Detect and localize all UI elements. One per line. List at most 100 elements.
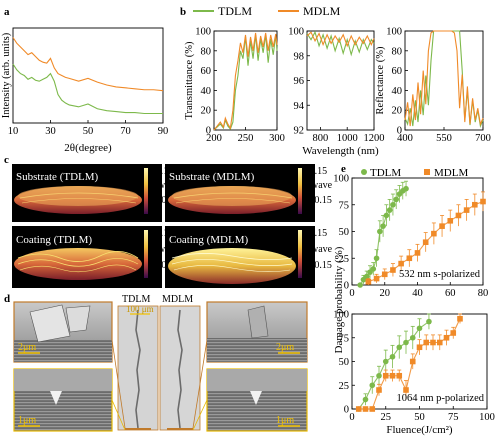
series-line-mdlm xyxy=(213,32,278,131)
data-point-tdlm xyxy=(373,255,380,262)
series-line-mdlm xyxy=(306,31,375,48)
y-tick-label: 75 xyxy=(339,200,350,211)
x-tick-label: 50 xyxy=(83,126,94,137)
x-tick-label: 90 xyxy=(158,126,169,137)
scale-label: 1μm xyxy=(18,415,36,426)
data-point-mdlm xyxy=(382,372,389,379)
data-point-tdlm xyxy=(390,201,396,208)
data-point-mdlm xyxy=(381,271,388,278)
colorbar xyxy=(144,230,148,278)
x-tick-label: 25 xyxy=(381,412,392,423)
chart-damage-1064: 0 25 50 75 100 0 25 50 75 100 Fluence(J/cm²) 1064 n… xyxy=(333,310,495,437)
y-tick-label: 40 xyxy=(392,86,403,97)
surface-tile-substrate-mdlm: Substrate (MDLM) xyxy=(165,164,315,222)
data-point-mdlm xyxy=(457,315,463,322)
x-tick-label: 10 xyxy=(8,126,19,137)
series-line-mdlm xyxy=(404,30,484,127)
data-point-tdlm xyxy=(369,382,376,389)
y-tick-label: 100 xyxy=(333,310,349,321)
chart-damage-532: 0 20 40 60 80 0 25 50 75 100 532 nm s-polarized TDL… xyxy=(333,167,488,299)
y-tick-label: 0 xyxy=(206,126,211,137)
top-legend: TDLM MDLM xyxy=(193,4,341,18)
data-point-mdlm xyxy=(439,223,445,229)
data-point-mdlm xyxy=(416,344,423,351)
data-point-tdlm xyxy=(416,325,423,332)
y-tick-label: 100 xyxy=(333,174,349,185)
data-point-mdlm xyxy=(396,372,403,379)
data-point-mdlm xyxy=(455,212,462,219)
data-point-mdlm xyxy=(443,334,450,341)
data-point-tdlm xyxy=(409,334,416,341)
panel-letter-b: b xyxy=(180,6,186,18)
data-point-tdlm xyxy=(389,353,396,360)
colorbar xyxy=(144,168,148,214)
x-tick-label: 700 xyxy=(475,133,491,144)
legend-marker-tdlm xyxy=(361,169,367,175)
center-label-mdlm: MDLM xyxy=(162,294,193,305)
series-line-tdlm xyxy=(12,63,163,115)
scale-label: 2μm xyxy=(276,342,294,353)
data-point-mdlm xyxy=(376,387,382,393)
x-tick-label: 0 xyxy=(349,412,354,423)
y-tick-label: 98 xyxy=(294,51,305,62)
plot-frame xyxy=(12,27,164,124)
data-point-mdlm xyxy=(450,330,457,336)
data-point-tdlm xyxy=(382,358,389,365)
surface-tile-substrate-tdlm: Substrate (TDLM) xyxy=(12,164,162,222)
colorbar-top-label: +0.15 xyxy=(304,228,327,239)
legend-label-tdlm: TDLM xyxy=(218,4,252,18)
x-tick-label: 70 xyxy=(120,126,131,137)
sem-mdlm-lower: 1μm xyxy=(206,368,308,432)
surface-tile-coating-mdlm: Coating (MDLM) xyxy=(165,226,315,288)
scale-label: 1μm xyxy=(276,415,294,426)
x-axis-label: 2θ(degree) xyxy=(64,142,112,154)
x-tick-label: 800 xyxy=(313,133,329,144)
data-point-tdlm xyxy=(362,396,369,403)
sem-tdlm-lower: 1μm xyxy=(13,368,113,432)
data-point-mdlm xyxy=(406,255,413,262)
panel-d-sem-images: 2μm 1μm TDLM MDLM 100 μm xyxy=(13,294,308,432)
data-point-mdlm xyxy=(403,387,409,393)
x-tick-label: 0 xyxy=(349,288,354,299)
y-tick-label: 0 xyxy=(397,126,402,137)
x-tick-label: 60 xyxy=(445,288,456,299)
data-point-tdlm xyxy=(386,207,393,213)
colorbar-bottom-label: -0.15 xyxy=(311,260,332,271)
scale-label: 2μm xyxy=(18,342,36,353)
y-tick-label: 0 xyxy=(344,281,349,292)
data-point-mdlm xyxy=(365,278,372,285)
data-point-mdlm xyxy=(369,406,376,412)
data-point-tdlm xyxy=(403,339,409,346)
data-point-mdlm xyxy=(436,339,443,346)
series-line-tdlm xyxy=(213,34,278,131)
x-axis-label: Fluence(J/cm²) xyxy=(386,424,453,436)
series-fit-mdlm xyxy=(358,318,461,410)
data-point-tdlm xyxy=(403,185,409,192)
x-tick-label: 200 xyxy=(206,133,222,144)
chart-annotation: 1064 nm p-polarized xyxy=(397,393,485,404)
data-point-tdlm xyxy=(393,196,400,203)
data-point-mdlm xyxy=(430,339,436,346)
y-tick-label: 50 xyxy=(339,227,350,238)
data-point-mdlm xyxy=(362,406,369,412)
data-point-mdlm xyxy=(463,207,470,213)
panel-letter-a: a xyxy=(4,6,10,18)
data-point-mdlm xyxy=(409,358,416,365)
panel-letter-e: e xyxy=(341,163,346,175)
x-axis-label: Wavelength (nm) xyxy=(302,145,379,157)
tile-label: Coating (TDLM) xyxy=(16,234,92,246)
surface-tile-coating-tdlm: Coating (TDLM) xyxy=(12,226,162,288)
data-point-tdlm xyxy=(426,318,432,325)
panel-c-surface-maps: Substrate (TDLM) +0.15 wave -0.15 Substr… xyxy=(12,164,333,288)
y-tick-label: 50 xyxy=(339,357,350,368)
legend-marker-mdlm xyxy=(424,169,430,175)
data-point-mdlm xyxy=(422,239,429,245)
y-tick-label: 0 xyxy=(344,405,349,416)
x-tick-label: 100 xyxy=(479,412,495,423)
colorbar-mid-label: wave xyxy=(311,180,333,191)
chart-transmittance-nir: 800 1000 1200 92 94 96 98 100 Wavelength (nm) xyxy=(288,27,384,158)
x-tick-label: 400 xyxy=(397,133,413,144)
y-tick-label: 94 xyxy=(294,101,305,112)
